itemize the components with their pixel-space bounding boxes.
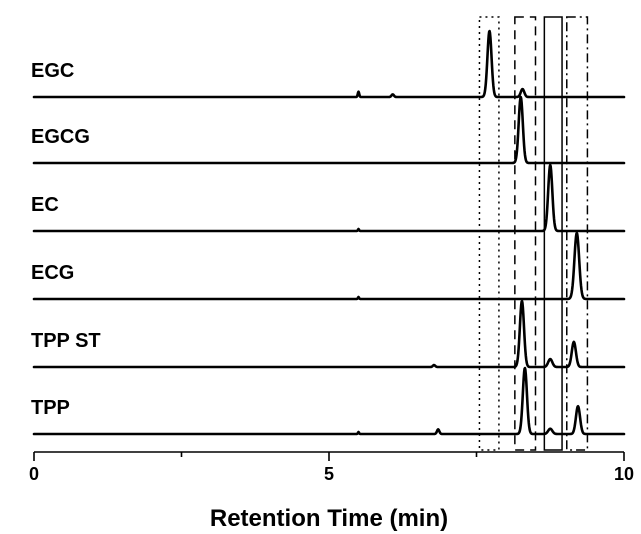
- highlight-box-egcg: [514, 16, 537, 451]
- trace-labels: EGC EGCG EC ECG TPP ST TPP: [31, 60, 101, 419]
- x-tick-label-5: 5: [324, 464, 334, 484]
- trace-label-ec: EC: [31, 194, 59, 216]
- trace-tpp: [32, 366, 626, 436]
- chromatogram-traces: [32, 29, 626, 436]
- x-tick-label-0: 0: [29, 464, 39, 484]
- trace-label-egc: EGC: [31, 60, 74, 82]
- highlight-box-egc: [478, 16, 500, 451]
- trace-ec: [32, 163, 626, 233]
- trace-ecg: [32, 231, 626, 301]
- x-tick-label-10: 10: [614, 464, 634, 484]
- highlight-box-ecg: [566, 16, 589, 451]
- trace-label-tpp: TPP: [31, 397, 70, 419]
- x-axis: 0 5 10: [29, 451, 634, 484]
- trace-label-egcg: EGCG: [31, 126, 90, 148]
- x-axis-title: Retention Time (min): [210, 505, 448, 532]
- trace-tpp-st: [32, 299, 626, 369]
- trace-label-tpp-st: TPP ST: [31, 330, 101, 352]
- trace-label-ecg: ECG: [31, 262, 74, 284]
- trace-egc: [32, 29, 626, 99]
- highlight-box-ec: [543, 16, 563, 451]
- highlight-boxes: [478, 16, 589, 451]
- trace-egcg: [32, 95, 626, 165]
